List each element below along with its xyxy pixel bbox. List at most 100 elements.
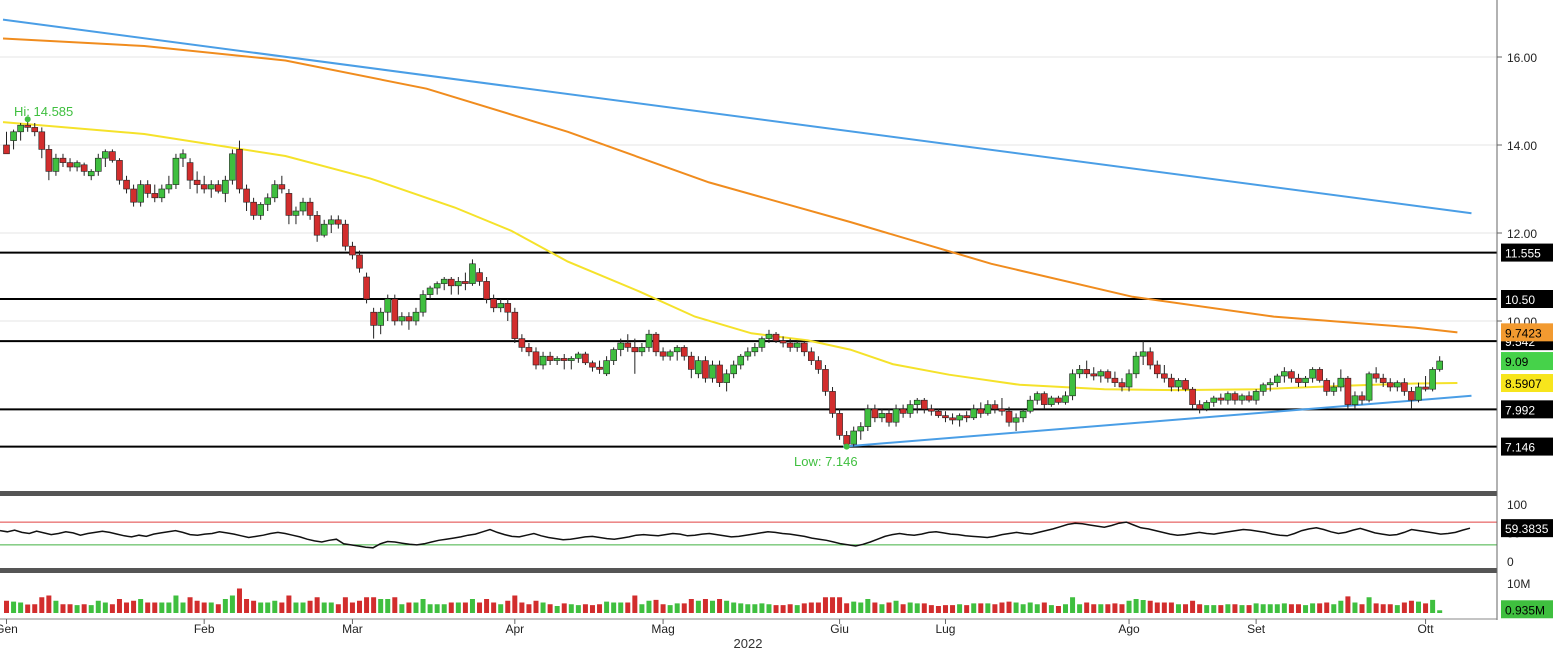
volume-bar: [759, 603, 765, 613]
volume-bar: [512, 595, 518, 613]
volume-bar: [681, 603, 687, 613]
candle-body: [1415, 386, 1422, 401]
volume-bar: [1331, 604, 1337, 613]
candle-body: [483, 281, 490, 300]
volume-bar: [688, 599, 694, 613]
volume-bar: [794, 605, 800, 613]
volume-bar: [208, 602, 214, 613]
volume-bar: [88, 605, 94, 613]
candle-body: [222, 179, 229, 194]
candle-body: [920, 399, 928, 410]
candle-body: [391, 298, 399, 322]
candle-body: [292, 210, 300, 216]
volume-bar: [272, 600, 278, 613]
candle-body: [645, 333, 653, 348]
candle-body: [462, 281, 469, 284]
volume-bar: [60, 604, 66, 613]
candle-body: [702, 360, 709, 379]
candle-body: [130, 188, 137, 203]
volume-bar: [568, 604, 574, 613]
candle-body: [335, 219, 342, 225]
volume-bar: [81, 604, 87, 613]
candle-body: [31, 127, 39, 133]
volume-bar: [667, 605, 673, 613]
volume-bar: [1175, 604, 1181, 613]
candle-body: [17, 124, 24, 133]
volume-bar: [116, 599, 122, 613]
volume-bar: [1338, 600, 1344, 613]
volume-bar: [935, 606, 941, 613]
volume-bar: [928, 605, 934, 613]
volume-bar: [293, 602, 299, 613]
volume-bar: [1408, 600, 1414, 613]
volume-bar: [173, 595, 179, 613]
candle-body: [843, 435, 850, 445]
low-marker: [843, 443, 850, 450]
candle-body: [1401, 382, 1408, 392]
candle-body: [1090, 373, 1098, 377]
volume-bar: [434, 604, 440, 613]
candle-body: [1041, 393, 1048, 405]
candle-body: [80, 164, 88, 172]
candle-body: [94, 157, 102, 172]
volume-bar: [1084, 602, 1090, 613]
volume-bar: [1310, 603, 1316, 613]
month-label: Apr: [505, 622, 524, 636]
volume-bar: [582, 604, 588, 613]
volume-bar: [1154, 602, 1160, 613]
candle-body: [518, 338, 526, 348]
candle-body: [264, 197, 272, 205]
volume-bar: [1366, 597, 1372, 613]
candle-body: [377, 311, 384, 326]
candle-body: [250, 201, 257, 216]
volume-bar: [1359, 604, 1365, 613]
candle-body: [327, 219, 335, 225]
volume-bar: [540, 602, 546, 613]
candle-body: [560, 358, 568, 361]
volume-bar: [1077, 604, 1083, 613]
candle-body: [603, 360, 610, 375]
candle-body: [829, 391, 836, 414]
volume-bar: [1147, 600, 1153, 613]
volume-bar: [851, 601, 857, 613]
candle-body: [624, 342, 632, 348]
candle-body: [151, 193, 159, 199]
candle-body: [306, 201, 314, 216]
volume-bar: [780, 605, 786, 613]
month-label: Lug: [935, 622, 955, 636]
volume-bar: [589, 605, 595, 613]
candle-body: [116, 160, 123, 181]
volume-bar: [942, 605, 948, 613]
candle-body: [1323, 380, 1331, 392]
candle-body: [1182, 380, 1189, 390]
candle-body: [285, 193, 293, 216]
volume-bar: [1281, 603, 1287, 613]
moving-average-200-line: [2, 37, 1458, 334]
candle-body: [906, 404, 914, 414]
volume-bar: [342, 597, 348, 613]
candle-body: [24, 124, 31, 128]
candle-body: [956, 415, 963, 421]
candle-body: [1281, 371, 1288, 377]
volume-bar: [1091, 604, 1097, 613]
volume-bar: [335, 604, 341, 613]
volume-bar: [526, 604, 532, 613]
candle-body: [1196, 404, 1203, 410]
volume-bar: [357, 600, 362, 613]
candle-body: [539, 355, 547, 366]
volume-bar: [279, 602, 285, 613]
volume-bar: [95, 600, 101, 613]
volume-bar: [152, 602, 158, 613]
candle-body: [123, 179, 130, 190]
candle-body: [1379, 377, 1387, 383]
candle-body: [589, 362, 596, 368]
volume-bar: [1020, 604, 1026, 613]
volume-bar: [385, 599, 391, 613]
volume-bar: [985, 603, 991, 613]
candle-body: [935, 410, 942, 416]
volume-bar: [1070, 597, 1076, 613]
volume-bar: [1112, 603, 1118, 613]
volume-bar: [399, 604, 405, 613]
month-label: Ago: [1118, 622, 1140, 636]
candle-body: [822, 369, 829, 392]
